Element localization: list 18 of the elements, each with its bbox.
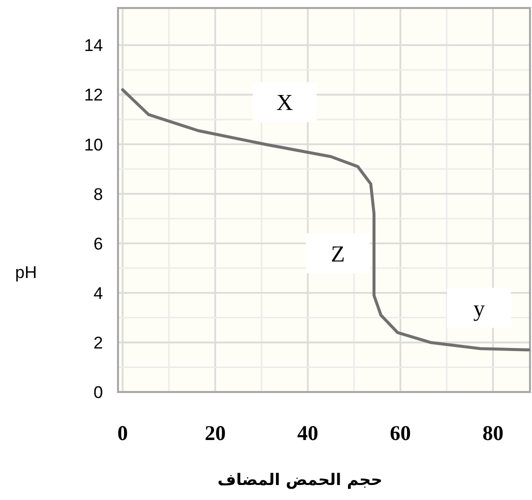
x-tick-label: 60 <box>390 421 411 445</box>
annotation: Z <box>330 241 345 266</box>
y-tick-label: 2 <box>94 333 103 352</box>
y-tick-label: 6 <box>94 234 103 254</box>
y-tick-label: 14 <box>84 36 103 56</box>
y-tick-label: 4 <box>94 284 103 303</box>
annotation: X <box>276 90 294 116</box>
x-tick-label: 80 <box>482 421 504 445</box>
annotation: y <box>473 296 486 321</box>
y-tick-label: 8 <box>94 184 103 204</box>
x-tick-label: 0 <box>117 421 128 445</box>
y-tick-label: 0 <box>94 383 103 402</box>
x-tick-label: 40 <box>297 421 318 445</box>
y-axis-title: pH <box>15 263 37 282</box>
y-tick-label: 12 <box>84 86 103 105</box>
x-tick-label: 20 <box>204 421 226 445</box>
x-axis-title: حجم الحمض المضاف <box>218 470 382 489</box>
y-tick-label: 10 <box>84 135 103 154</box>
